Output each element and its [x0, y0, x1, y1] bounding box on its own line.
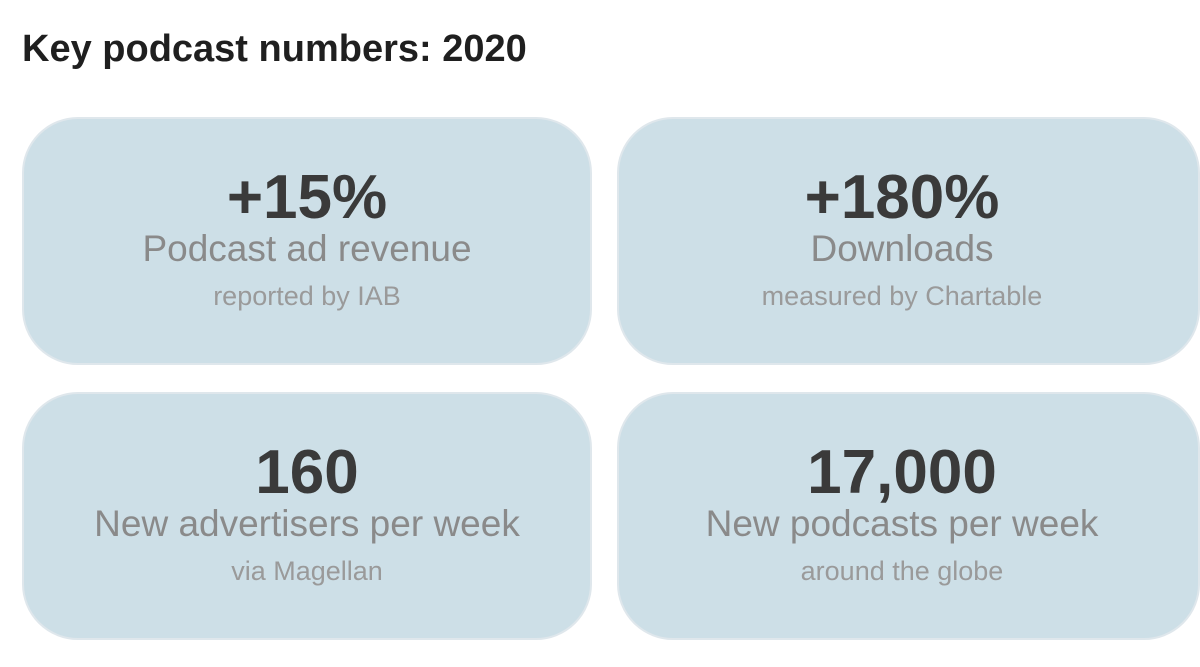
page-title: Key podcast numbers: 2020	[22, 28, 527, 70]
stat-value: 17,000	[807, 438, 997, 507]
stat-label: Downloads	[810, 228, 994, 269]
stat-source: measured by Chartable	[761, 281, 1043, 311]
stat-value: +15%	[226, 163, 388, 232]
stat-card-ad-revenue: +15% Podcast ad revenue reported by IAB	[22, 117, 592, 365]
stat-card-new-advertisers: 160 New advertisers per week via Magella…	[22, 392, 592, 640]
stat-label: Podcast ad revenue	[142, 228, 472, 269]
stat-card-downloads: +180% Downloads measured by Chartable	[617, 117, 1200, 365]
stat-value: 160	[255, 438, 359, 507]
stat-source: via Magellan	[231, 556, 383, 586]
stat-label: New advertisers per week	[94, 503, 520, 544]
stat-value: +180%	[804, 163, 1000, 232]
stat-source: reported by IAB	[213, 281, 401, 311]
stat-card-new-podcasts: 17,000 New podcasts per week around the …	[617, 392, 1200, 640]
stat-source: around the globe	[800, 556, 1004, 586]
stat-label: New podcasts per week	[705, 503, 1099, 544]
